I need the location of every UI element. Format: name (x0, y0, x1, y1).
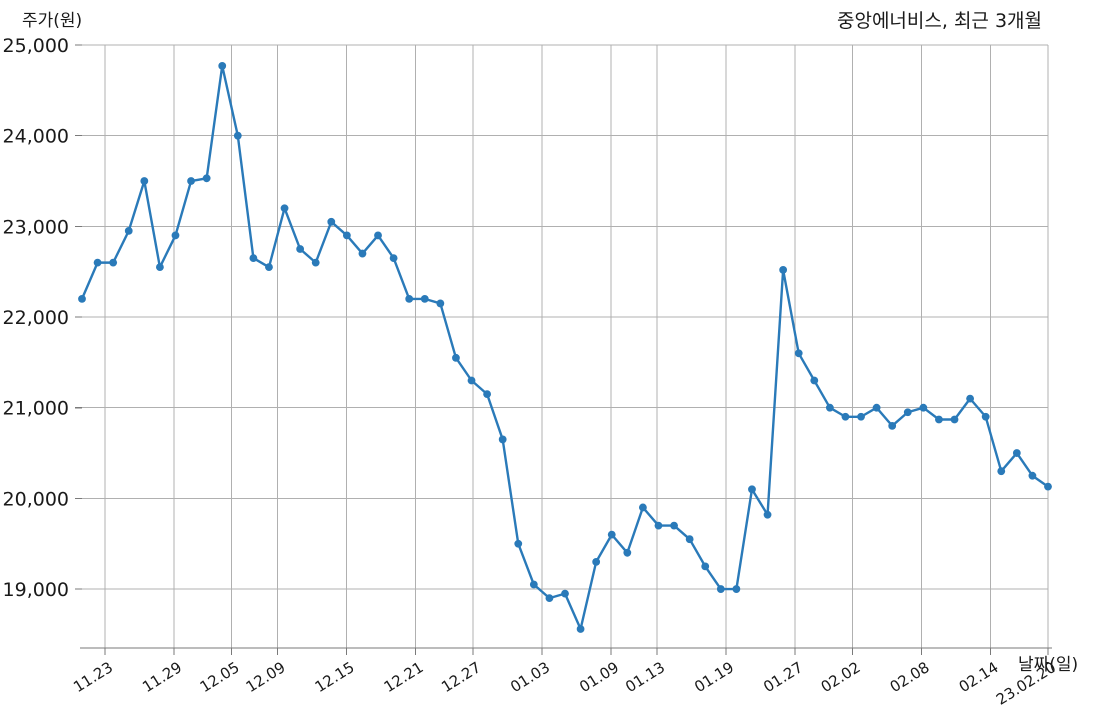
data-point-marker (841, 412, 850, 421)
y-tick-label: 20,000 (3, 488, 69, 510)
data-point-marker (452, 353, 460, 362)
data-point-marker (467, 376, 476, 385)
data-point-marker (436, 299, 445, 308)
x-tick-label: 01.03 (507, 658, 553, 696)
data-point-marker (857, 412, 865, 421)
data-point-marker (607, 530, 616, 539)
data-point-marker (545, 594, 554, 603)
y-tick-label: 22,000 (3, 307, 69, 329)
y-tick-marks (75, 44, 82, 590)
data-point-marker (701, 562, 710, 571)
data-point-marker (529, 580, 538, 589)
x-tick-labels: 11.23 11.29 12.05 12.09 12.15 12.21 12.27 01.03… (70, 658, 1059, 709)
price-series-line (80, 64, 1050, 631)
gridlines-horizontal (82, 44, 1048, 590)
data-point-marker (1012, 449, 1021, 457)
y-tick-label: 19,000 (3, 579, 69, 601)
data-point-marker (327, 217, 336, 226)
data-point-marker (794, 349, 803, 358)
data-point-marker (342, 231, 351, 240)
y-tick-label: 25,000 (3, 35, 69, 57)
data-point-marker (109, 258, 118, 267)
data-point-marker (78, 294, 86, 303)
price-series-markers (78, 61, 1052, 633)
data-point-marker (670, 521, 678, 530)
data-point-marker (966, 394, 974, 403)
y-axis-title: 주가(원) (22, 11, 82, 31)
data-point-marker (156, 263, 164, 272)
data-point-marker (903, 408, 912, 417)
data-point-marker (950, 415, 959, 424)
chart-title: 중앙에너비스, 최근 3개월 (837, 10, 1042, 32)
data-point-marker (981, 412, 990, 421)
data-point-marker (405, 294, 414, 303)
x-tick-label: 01.19 (691, 658, 737, 696)
data-point-marker (93, 258, 102, 267)
data-point-marker (748, 485, 756, 494)
data-point-marker (296, 245, 305, 253)
data-point-marker (825, 403, 834, 412)
y-tick-label: 23,000 (3, 216, 69, 238)
data-point-marker (935, 415, 943, 424)
x-tick-label: 02.14 (956, 658, 1002, 696)
data-point-marker (763, 510, 772, 519)
data-point-marker (420, 294, 429, 303)
x-tick-label: 12.09 (243, 658, 289, 696)
data-point-marker (233, 131, 242, 140)
data-point-marker (358, 249, 367, 258)
data-point-marker (1044, 482, 1052, 491)
data-point-marker (187, 177, 195, 185)
data-point-marker (124, 226, 133, 235)
x-tick-label: 11.29 (139, 658, 185, 696)
x-tick-label: 12.15 (312, 658, 358, 696)
data-point-marker (514, 539, 523, 548)
x-tick-label: 12.05 (197, 658, 243, 696)
data-point-marker (374, 231, 382, 240)
x-tick-label: 12.21 (381, 658, 427, 696)
data-point-marker (888, 421, 897, 430)
data-point-marker (265, 263, 273, 272)
data-point-marker (732, 585, 741, 593)
y-tick-label: 21,000 (3, 398, 69, 420)
data-point-marker (576, 625, 585, 633)
y-tick-labels: 19,000 20,000 21,000 22,000 23,000 24,000 25,0… (3, 35, 69, 601)
data-point-marker (171, 231, 180, 240)
data-point-marker (872, 403, 881, 412)
data-point-marker (639, 503, 647, 512)
data-point-marker (623, 548, 632, 557)
x-tick-label: 12.27 (438, 658, 484, 696)
data-point-marker (249, 254, 258, 262)
data-point-marker (997, 467, 1006, 476)
x-tick-label: 02.02 (818, 658, 864, 696)
x-tick-marks (104, 648, 1049, 655)
x-tick-label: 11.23 (70, 658, 116, 696)
data-point-marker (498, 435, 507, 444)
data-point-marker (592, 557, 601, 566)
data-point-marker (810, 376, 819, 385)
data-point-marker (779, 265, 788, 274)
data-point-marker (1028, 471, 1037, 480)
data-point-marker (483, 390, 491, 399)
x-tick-label: 01.27 (760, 658, 806, 696)
x-axis-title: 날짜(일) (1018, 655, 1078, 675)
data-point-marker (202, 174, 211, 183)
x-tick-label: 01.13 (622, 658, 668, 696)
gridlines-vertical (104, 45, 1049, 648)
x-tick-label: 02.08 (887, 658, 933, 696)
data-point-marker (140, 177, 149, 185)
x-tick-label: 01.09 (576, 658, 622, 696)
data-point-marker (280, 204, 289, 213)
data-point-marker (654, 521, 663, 530)
y-tick-label: 24,000 (3, 126, 69, 148)
data-point-marker (311, 258, 320, 267)
data-point-marker (716, 585, 725, 593)
data-point-marker (919, 403, 928, 412)
data-point-marker (389, 254, 398, 262)
data-point-marker (685, 535, 694, 544)
data-point-marker (218, 61, 227, 70)
data-point-marker (561, 589, 569, 598)
